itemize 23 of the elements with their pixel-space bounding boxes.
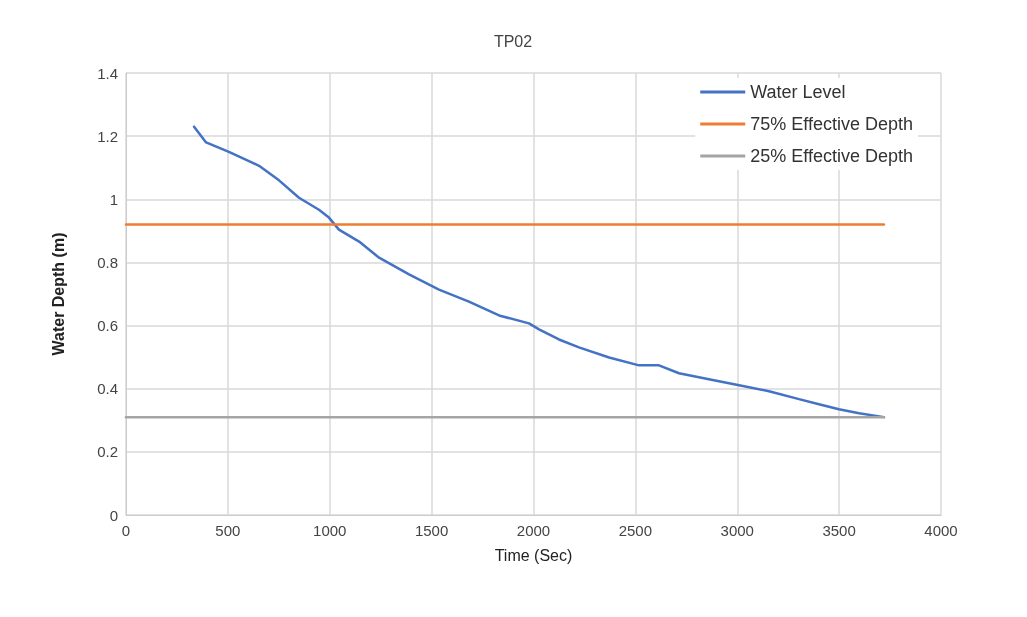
y-tick-label: 1.2 [97,127,118,145]
x-tick-label: 1000 [313,522,347,539]
chart-title: TP02 [493,32,533,50]
legend-label: 75% Effective Depth [750,114,913,134]
legend-label: Water Level [750,82,846,102]
x-tick-label: 2500 [618,522,653,539]
y-tick-label: 0.8 [97,253,118,271]
x-tick-label: 3500 [822,522,856,539]
legend-label: 25% Effective Depth [750,146,913,166]
y-tick-label: 0.4 [97,380,118,398]
x-tick-label: 4000 [924,522,958,539]
x-tick-label: 3000 [720,522,754,539]
y-tick-label: 1 [109,190,118,208]
x-axis-title: Time (Sec) [494,546,573,564]
x-tick-label: 2000 [516,522,551,539]
y-tick-label: 0.2 [97,443,118,461]
y-axis-title: Water Depth (m) [49,232,67,356]
x-tick-label: 0 [121,522,131,539]
y-tick-label: 1.4 [97,64,118,82]
x-tick-label: 500 [215,522,241,539]
y-tick-label: 0.6 [97,317,118,335]
x-tick-label: 1500 [414,522,449,539]
y-tick-label: 0 [109,506,118,524]
